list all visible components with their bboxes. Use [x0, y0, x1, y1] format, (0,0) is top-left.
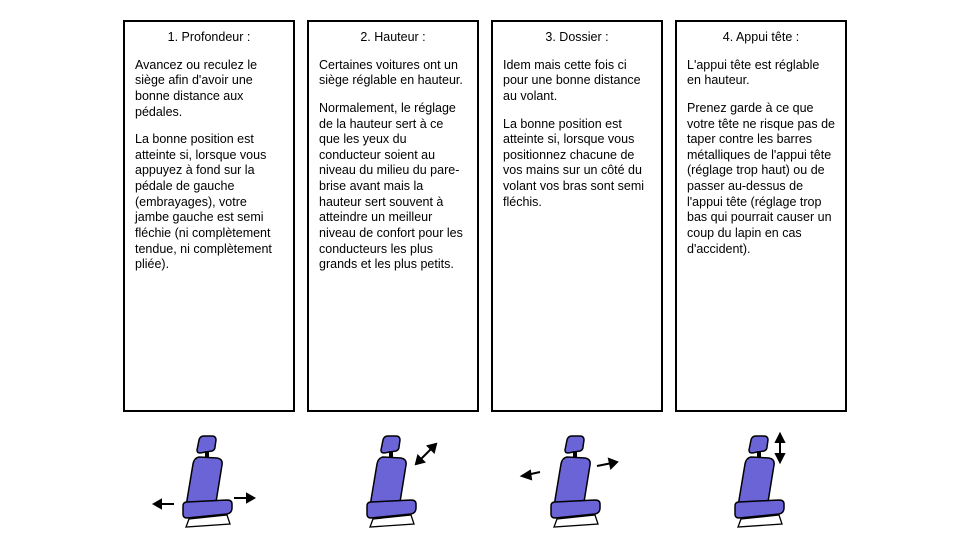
column-body: Idem mais cette fois ci pour une bonne d… — [503, 58, 651, 211]
column-body: Certaines voitures ont un siège réglable… — [319, 58, 467, 273]
paragraph: La bonne position est atteinte si, lorsq… — [503, 117, 651, 211]
paragraph: Certaines voitures ont un siège réglable… — [319, 58, 467, 89]
column-dossier: 3. Dossier : Idem mais cette fois ci pou… — [491, 20, 663, 412]
column-title: 4. Appui tête : — [687, 30, 835, 46]
seat-icons-row — [0, 426, 970, 534]
seat-icon — [183, 436, 232, 527]
paragraph: Prenez garde à ce que votre tête ne risq… — [687, 101, 835, 257]
paragraph: Idem mais cette fois ci pour une bonne d… — [503, 58, 651, 105]
columns-container: 1. Profondeur : Avancez ou reculez le si… — [0, 0, 970, 412]
height-arrow-icon — [416, 444, 436, 464]
headrest-arrow-icon — [776, 434, 784, 462]
column-title: 1. Profondeur : — [135, 30, 283, 46]
seat-depth-icon — [123, 426, 295, 534]
column-title: 3. Dossier : — [503, 30, 651, 46]
seat-height-icon — [307, 426, 479, 534]
column-body: L'appui tête est réglable en hauteur. Pr… — [687, 58, 835, 258]
paragraph: Avancez ou reculez le siège afin d'avoir… — [135, 58, 283, 121]
seat-headrest-icon — [675, 426, 847, 534]
paragraph: Normalement, le réglage de la hauteur se… — [319, 101, 467, 273]
seat-icon — [735, 436, 784, 527]
column-title: 2. Hauteur : — [319, 30, 467, 46]
column-hauteur: 2. Hauteur : Certaines voitures ont un s… — [307, 20, 479, 412]
column-appui-tete: 4. Appui tête : L'appui tête est réglabl… — [675, 20, 847, 412]
column-body: Avancez ou reculez le siège afin d'avoir… — [135, 58, 283, 273]
paragraph: L'appui tête est réglable en hauteur. — [687, 58, 835, 89]
seat-backrest-icon — [491, 426, 663, 534]
seat-icon — [551, 436, 600, 527]
seat-icon — [367, 436, 416, 527]
paragraph: La bonne position est atteinte si, lorsq… — [135, 132, 283, 273]
column-profondeur: 1. Profondeur : Avancez ou reculez le si… — [123, 20, 295, 412]
